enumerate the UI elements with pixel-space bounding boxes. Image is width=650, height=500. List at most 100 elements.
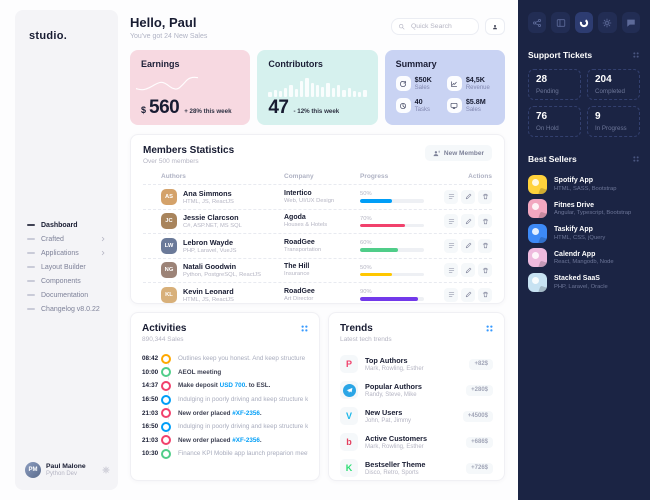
toolbar-donut-button[interactable] [574,12,594,33]
summary-tile: $4,5K Revenue [446,76,494,91]
author-avatar: LW [161,237,177,254]
author-avatar: KL [161,286,177,303]
sidebar-item-applications[interactable]: Applications [15,246,118,260]
menu-icon [448,267,455,274]
trend-text: New Users John, Pat, Jimmy [365,408,411,425]
trends-menu-icon[interactable] [485,324,494,333]
sidebar-item-documentation[interactable]: Documentation [15,288,118,302]
row-menu-button[interactable] [444,238,458,253]
row-menu-button[interactable] [444,214,458,229]
support-tickets-head: Support Tickets [528,50,640,60]
company-field: Insurance [284,271,310,278]
seller-thumbnail [528,272,547,292]
seller-item: Stacked SaaS PHP, Laravel, Oracle [528,270,640,295]
trend-item: Popular Authors Randy, Steve, Mike +280$ [340,377,493,403]
activities-menu-icon[interactable] [300,324,309,333]
row-delete-button[interactable] [478,214,492,229]
page-title: Hello, Paul [130,15,197,30]
seller-title[interactable]: Stacked SaaS [554,275,600,282]
row-edit-button[interactable] [461,214,475,229]
row-menu-button[interactable] [444,287,458,302]
author-avatar: JC [161,213,177,230]
sidebar-item-dashboard[interactable]: Dashboard [15,218,118,232]
activity-item: 08:42 Outlines keep you honest. And keep … [142,352,308,366]
progress-cell: 90% [360,289,440,301]
user-settings-icon[interactable] [102,466,110,474]
quick-search[interactable] [391,18,479,35]
nav-bullet-icon [27,308,35,310]
row-edit-button[interactable] [461,263,475,278]
author-text: Lebron Wayde PHP, Laravel, VueJS [183,238,237,254]
chart-bar [336,85,341,97]
seller-title[interactable]: Fitnes Drive [554,201,595,209]
chart-bar [294,88,299,97]
seller-subtitle: PHP, Laravel, Oracle [554,283,608,290]
user-info: Paul Malone Python Dev [46,463,86,477]
toolbar-share-button[interactable] [528,12,547,33]
toolbar-layout-button[interactable] [551,12,570,33]
nav-item-label: Components [41,277,81,285]
sidebar-item-layout-builder[interactable]: Layout Builder [15,260,118,274]
nav-item-label: Layout Builder [41,263,86,271]
earnings-card: Earnings $ 560 + 28% this week [130,50,251,125]
support-menu-icon[interactable] [632,51,640,59]
activity-link[interactable]: #XF-2356 [232,409,260,417]
author-name[interactable]: Ana Simmons [183,188,232,198]
sidebar-item-crafted[interactable]: Crafted [15,232,118,246]
brand-kickstarter-icon: K [340,459,358,477]
activity-text: Finance KPI Mobile app launch preparion … [178,450,308,458]
trend-title[interactable]: Top Authors [365,355,408,365]
seller-text: Stacked SaaS PHP, Laravel, Oracle [554,275,608,290]
toolbar-gear-button[interactable] [598,12,617,33]
trend-title[interactable]: Active Customers [365,433,428,443]
row-edit-button[interactable] [461,238,475,253]
author-name[interactable]: Jessie Clarcson [183,213,239,223]
search-input[interactable] [409,22,472,31]
trash-icon [482,218,489,225]
seller-title[interactable]: Calendr App [554,250,596,258]
progress-bar [360,223,424,227]
row-menu-button[interactable] [444,263,458,278]
author-name[interactable]: Lebron Wayde [183,237,234,247]
author-cell: JC Jessie Clarcson C#, ASP.NET, MS SQL [161,213,284,230]
right-panel: Support Tickets 28 Pending 204 Completed 76 O… [518,0,650,500]
contributors-number: 47 [268,97,289,118]
summary-title: Summary [395,59,437,69]
author-name[interactable]: Kevin Leonard [183,286,234,296]
toolbar-chat-button[interactable] [621,12,641,33]
sidebar-item-changelog-v8-0-22[interactable]: Changelog v8.0.22 [15,302,118,316]
seller-title[interactable]: Spotify App [554,177,594,184]
progress-label: 90% [360,289,372,295]
new-member-button[interactable]: New Member [424,145,492,161]
row-edit-button[interactable] [461,189,475,204]
seller-thumbnail [528,174,547,194]
author-name[interactable]: Natali Goodwin [183,262,237,272]
best-sellers-menu-icon[interactable] [632,155,640,163]
profile-button[interactable] [485,18,505,35]
row-menu-button[interactable] [444,189,458,204]
seller-subtitle: HTML, CSS, jQuery [554,234,606,241]
brand-glyph: P [345,358,352,369]
table-row: KL Kevin Leonard HTML, JS, ReactJS RoadGee A… [143,282,492,307]
ticket-tile: 204 Completed [587,69,640,100]
row-delete-button[interactable] [478,263,492,278]
greeting-block: Hello, Paul You've got 24 New Sales [130,15,207,40]
activity-link[interactable]: USD 700 [219,382,246,390]
activity-time: 16:50 [142,423,159,431]
trend-title[interactable]: Popular Authors [365,381,422,391]
trend-title[interactable]: New Users [365,407,403,417]
sidebar-user[interactable]: PM Paul Malone Python Dev [25,462,110,478]
app-logo: studio. [29,30,68,42]
chevron-right-icon [100,236,106,242]
row-delete-button[interactable] [478,238,492,253]
summary-value: $5.8M [465,97,486,107]
row-delete-button[interactable] [478,287,492,302]
row-edit-button[interactable] [461,287,475,302]
trash-icon [482,267,489,274]
sidebar-item-components[interactable]: Components [15,274,118,288]
seller-title[interactable]: Taskify App [554,226,593,233]
trend-title[interactable]: Bestseller Theme [365,459,426,469]
row-delete-button[interactable] [478,189,492,204]
column-actions: Actions [468,173,492,180]
activity-link[interactable]: #XF-2356 [232,436,260,444]
